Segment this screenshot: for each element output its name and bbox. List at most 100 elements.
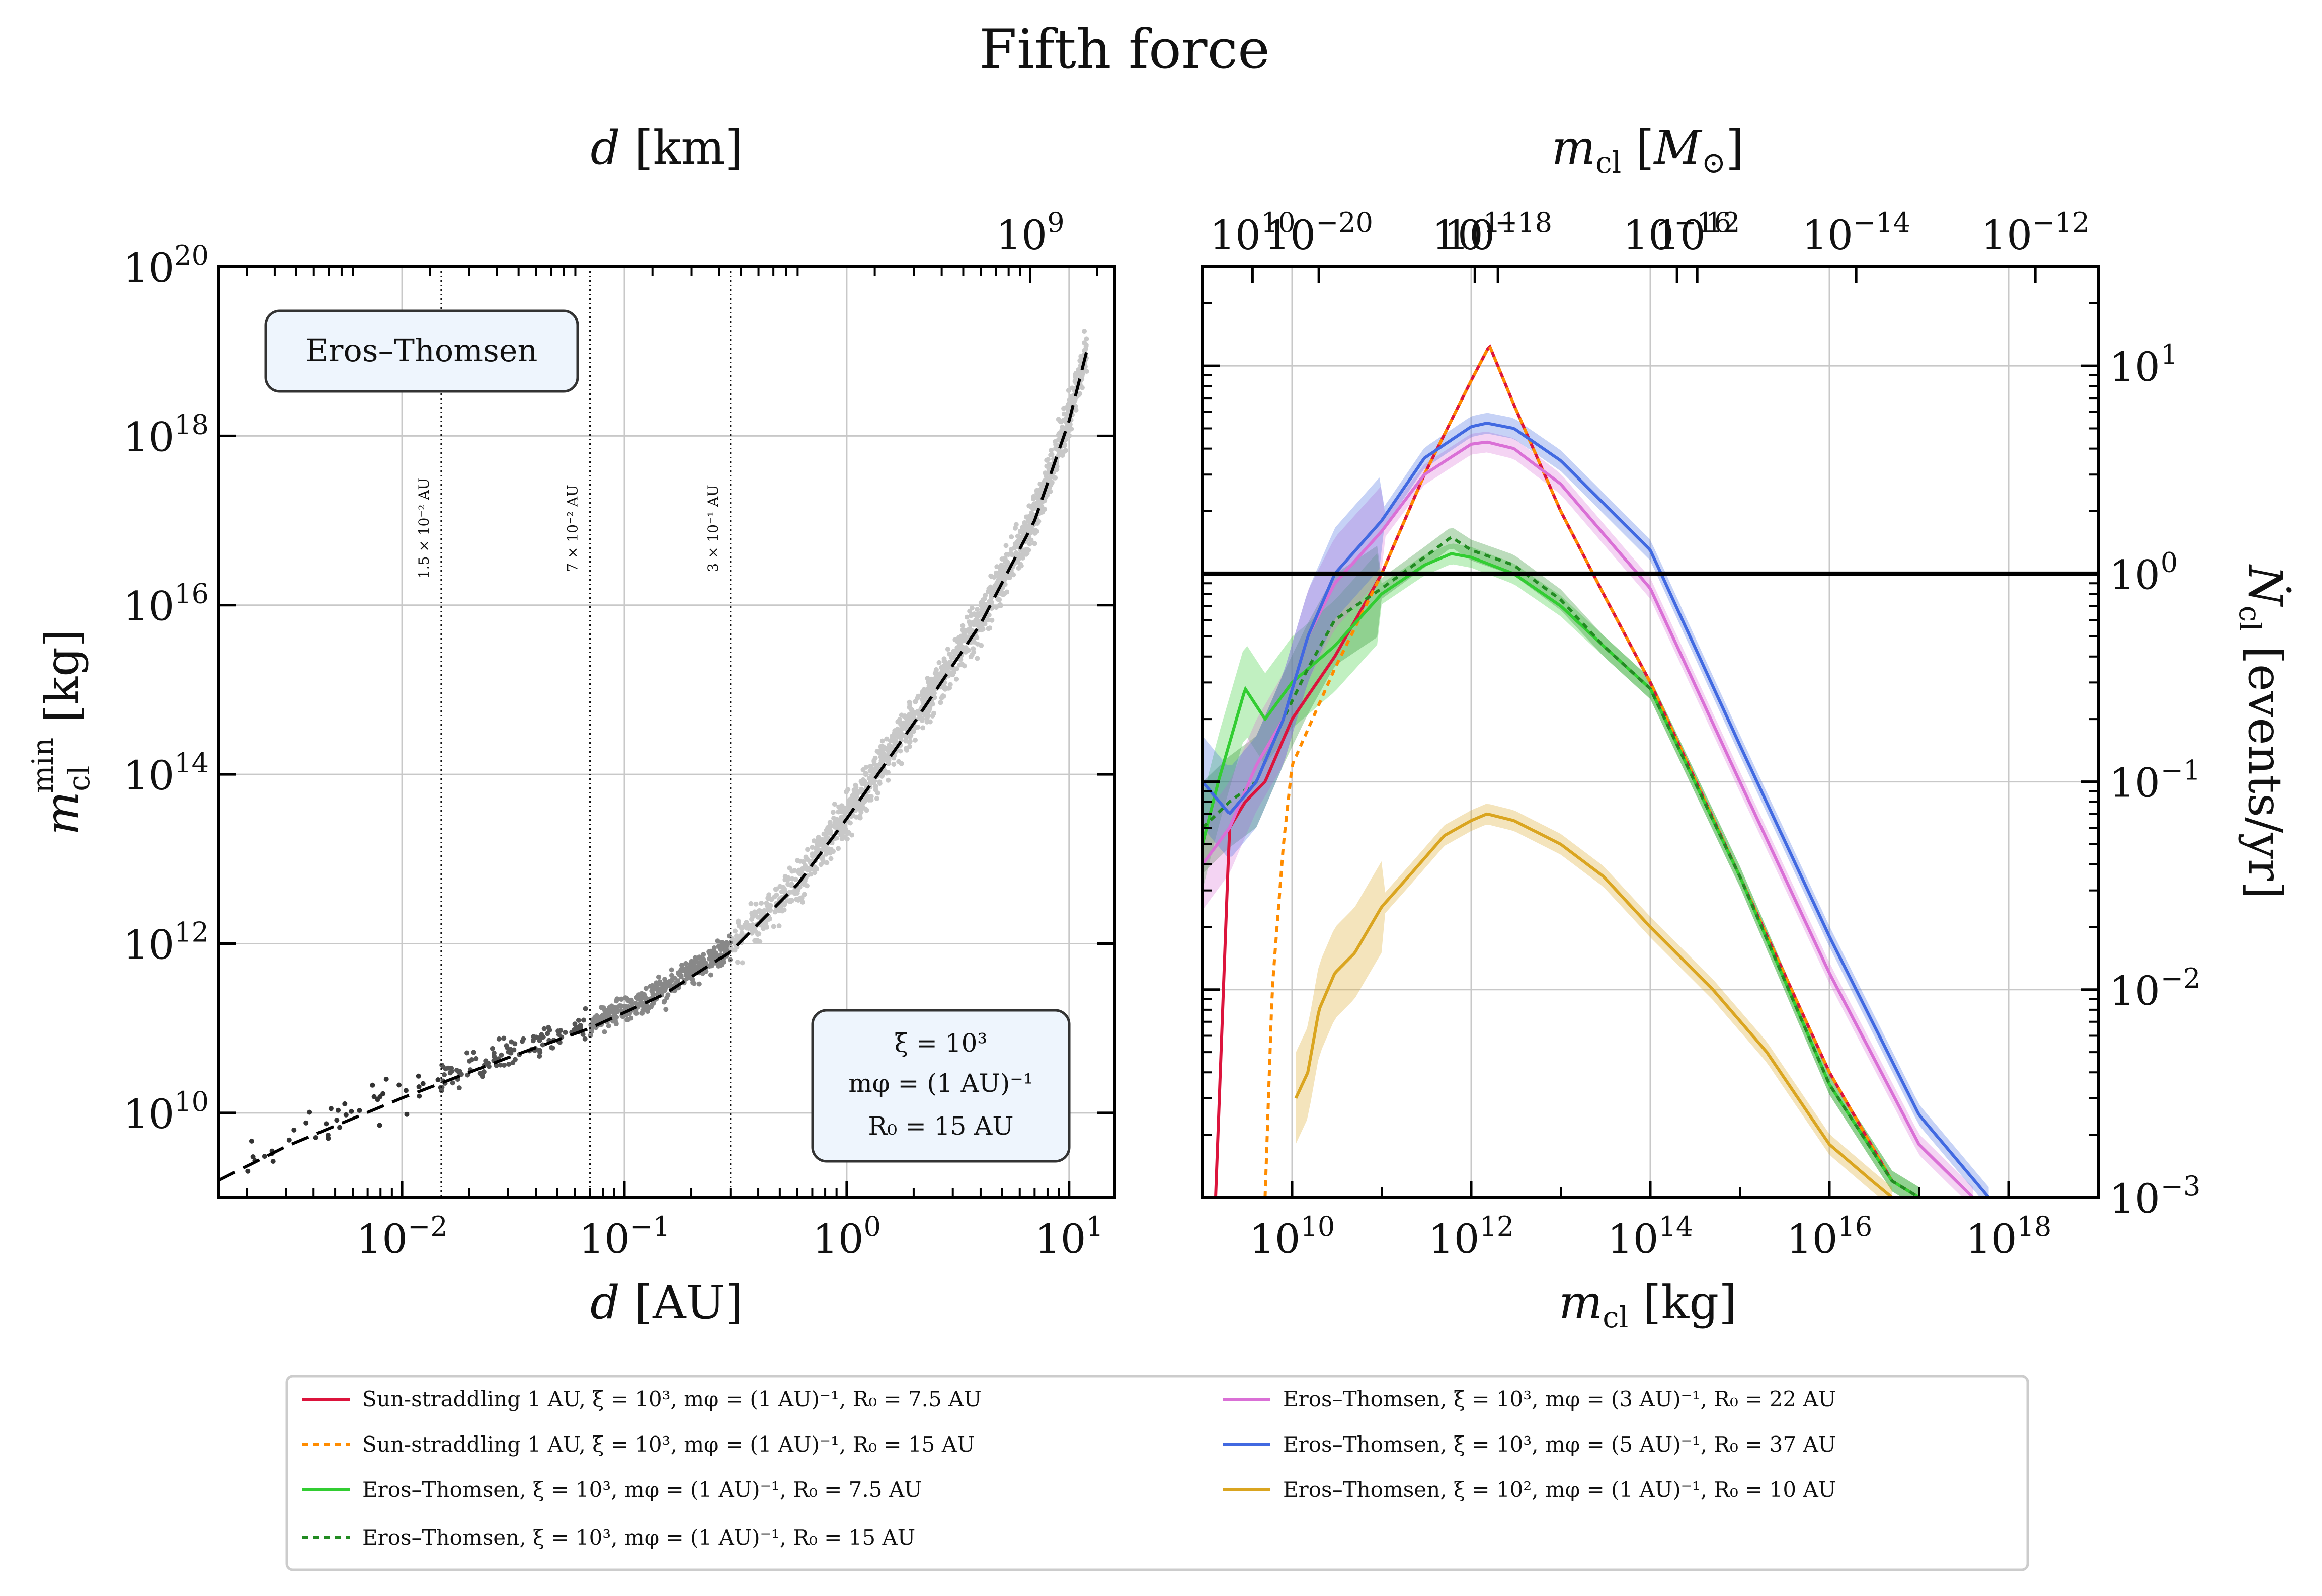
scatter-point (913, 725, 919, 730)
scatter-point (403, 1088, 409, 1093)
scatter-point (313, 1135, 318, 1140)
scatter-point (1032, 541, 1037, 546)
scatter-point (1020, 550, 1026, 555)
left-y-tick-label-1: 1012 (123, 916, 209, 968)
scatter-point (840, 808, 845, 814)
scatter-point (851, 800, 857, 805)
scatter-point (1044, 471, 1050, 476)
scatter-point (715, 938, 720, 944)
scatter-point (844, 836, 850, 842)
annotation-parameters: ξ = 10³ mφ = (1 AU)⁻¹ R₀ = 15 AU (811, 1009, 1071, 1163)
annotation-eros-thomsen: Eros–Thomsen (264, 309, 579, 393)
right-top-xlabel: mcl [M⊙] (1552, 121, 1744, 180)
scatter-point (893, 733, 898, 738)
scatter-point (774, 892, 779, 898)
scatter-point (349, 1108, 354, 1114)
scatter-point (1026, 514, 1031, 519)
scatter-point (1069, 426, 1074, 432)
scatter-point (765, 903, 770, 909)
scatter-point (793, 876, 798, 882)
scatter-point (762, 908, 767, 913)
scatter-point (1082, 329, 1087, 334)
left-ylabel: mclmin [kg] (26, 629, 96, 835)
scatter-point (969, 605, 975, 611)
scatter-point (633, 1001, 639, 1006)
scatter-point (825, 825, 831, 830)
svg-text:mφ = (1 AU)⁻¹: mφ = (1 AU)⁻¹ (848, 1069, 1033, 1098)
scatter-point (937, 675, 943, 680)
scatter-point (342, 1101, 348, 1106)
scatter-point (537, 1054, 542, 1059)
scatter-point (824, 847, 829, 852)
scatter-point (857, 813, 863, 819)
scatter-point (757, 908, 762, 914)
scatter-point (662, 998, 667, 1004)
scatter-point (541, 1026, 547, 1031)
scatter-point (262, 1154, 267, 1159)
scatter-point (736, 918, 741, 924)
scatter-point (464, 1050, 469, 1056)
vertical-line-label-2: 7 × 10⁻² AU (565, 485, 581, 572)
scatter-point (989, 574, 994, 580)
scatter-point (957, 640, 963, 646)
right-tick-marks (1202, 267, 2099, 1199)
scatter-point (716, 963, 722, 969)
scatter-point (594, 1013, 599, 1018)
scatter-point (1036, 519, 1042, 524)
scatter-point (555, 1028, 561, 1034)
scatter-point (896, 759, 902, 764)
scatter-point (1012, 541, 1018, 546)
left-top-tick-label-2: 1011 (1432, 207, 1518, 259)
scatter-point (511, 1047, 517, 1053)
scatter-point (920, 689, 925, 694)
scatter-point (828, 847, 834, 852)
scatter-point (805, 857, 810, 862)
scatter-point (574, 1025, 579, 1030)
scatter-point (1073, 407, 1079, 413)
right-x-tick-label-4: 1018 (1966, 1211, 2052, 1262)
scatter-point (836, 846, 841, 851)
scatter-point (830, 810, 836, 815)
scatter-point (1079, 373, 1085, 378)
scatter-point (980, 622, 986, 627)
scatter-point (711, 945, 717, 950)
scatter-point (540, 1034, 546, 1040)
scatter-point (816, 834, 821, 840)
scatter-point (975, 619, 980, 625)
scatter-point (663, 1007, 669, 1012)
right-top-tick-label-3: 10−14 (1802, 207, 1910, 259)
scatter-point (813, 846, 819, 851)
scatter-point (941, 664, 946, 669)
scatter-point (357, 1108, 362, 1113)
scatter-point (827, 820, 833, 825)
scatter-point (657, 981, 663, 986)
scatter-point (938, 700, 943, 705)
scatter-point (1003, 543, 1009, 548)
scatter-point (848, 820, 853, 826)
scatter-point (810, 854, 815, 859)
scatter-point (450, 1080, 455, 1086)
scatter-point (968, 622, 973, 627)
scatter-point (989, 591, 994, 596)
scatter-point (291, 1127, 297, 1133)
scatter-point (737, 934, 742, 940)
scatter-point (1047, 485, 1052, 491)
scatter-point (989, 599, 994, 605)
scatter-point (650, 991, 656, 997)
right-x-tick-label-0: 1010 (1249, 1211, 1335, 1262)
scatter-point (997, 602, 1003, 608)
right-tick-labels: 1010 1012 1014 1016 1018 10−3 10−2 10−1 100 101 10… (1249, 207, 2201, 1262)
scatter-point (863, 772, 868, 777)
scatter-point (442, 1072, 447, 1077)
scatter-point (644, 996, 649, 1001)
scatter-point (603, 1011, 608, 1016)
scatter-point (467, 1058, 472, 1064)
left-x-tick-label-0: 10−2 (356, 1211, 447, 1262)
scatter-point (945, 647, 950, 652)
scatter-point (953, 651, 958, 656)
scatter-point (720, 941, 726, 946)
fit-curve (219, 351, 1088, 1182)
scatter-point (895, 719, 901, 725)
scatter-point (839, 814, 844, 820)
scatter-point (936, 660, 942, 665)
